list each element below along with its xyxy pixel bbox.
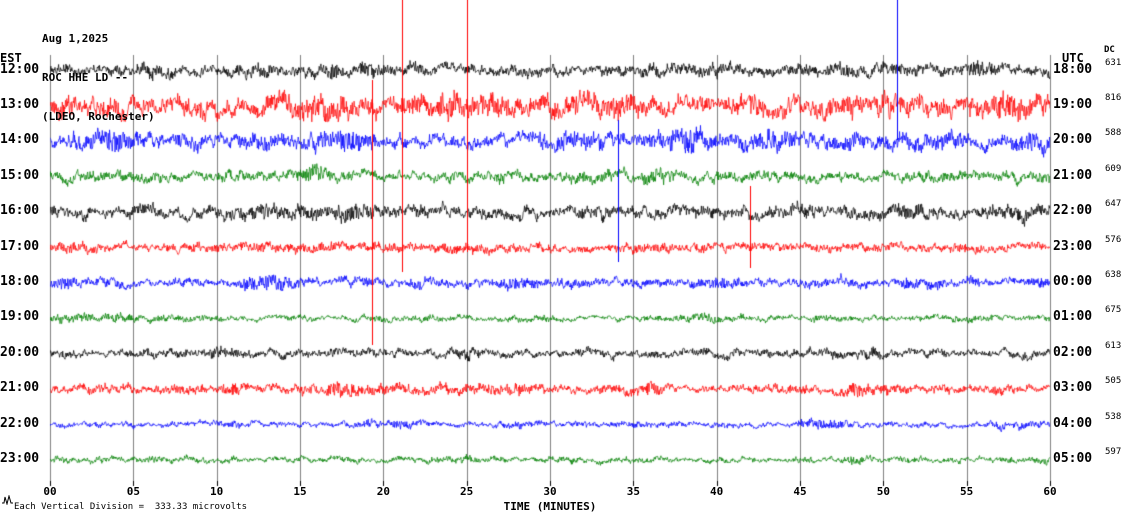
dc-value: 675 xyxy=(1105,305,1122,316)
dc-value: 647 xyxy=(1105,199,1122,210)
x-tick-label: 60 xyxy=(1043,485,1057,498)
x-tick-label: 45 xyxy=(793,485,807,498)
dc-column-title: DC xyxy=(1104,45,1115,55)
x-tick-label: 15 xyxy=(293,485,307,498)
header-date: Aug 1,2025 xyxy=(42,32,109,45)
utc-time-label: 18:00 xyxy=(1053,61,1093,77)
x-tick-label: 55 xyxy=(960,485,974,498)
dc-value: 505 xyxy=(1105,376,1122,387)
dc-value: 631 xyxy=(1105,57,1122,68)
dc-value: 538 xyxy=(1105,411,1122,422)
header-network-location: (LDEO, Rochester) xyxy=(42,110,155,123)
x-tick-label: 30 xyxy=(543,485,557,498)
est-time-label: 15:00 xyxy=(0,167,40,183)
dc-value: 816 xyxy=(1105,92,1122,103)
dc-value: 597 xyxy=(1105,446,1122,457)
x-tick-label: 20 xyxy=(376,485,390,498)
utc-time-label: 19:00 xyxy=(1053,96,1093,112)
dc-value: 588 xyxy=(1105,128,1122,139)
utc-time-label: 20:00 xyxy=(1053,132,1093,148)
utc-time-label: 21:00 xyxy=(1053,167,1093,183)
est-time-label: 21:00 xyxy=(0,380,40,396)
est-time-label: 16:00 xyxy=(0,203,40,219)
est-time-label: 18:00 xyxy=(0,273,40,289)
x-tick-label: 05 xyxy=(126,485,140,498)
header-station-id: ROC HHE LD -- xyxy=(42,71,129,84)
x-tick-label: 40 xyxy=(710,485,724,498)
scale-note: Each Vertical Division = 333.33 microvol… xyxy=(14,502,247,512)
utc-time-label: 00:00 xyxy=(1053,273,1093,289)
dc-value: 609 xyxy=(1105,163,1122,174)
header: Aug 1,2025 ROC HHE LD -- (LDEO, Rocheste… xyxy=(42,6,155,149)
x-tick-label: 50 xyxy=(876,485,890,498)
x-tick-label: 25 xyxy=(460,485,474,498)
est-time-label: 22:00 xyxy=(0,415,40,431)
est-time-label: 13:00 xyxy=(0,96,40,112)
est-time-label: 17:00 xyxy=(0,238,40,254)
utc-time-label: 04:00 xyxy=(1053,415,1093,431)
est-time-label: 19:00 xyxy=(0,309,40,325)
utc-time-label: 02:00 xyxy=(1053,344,1093,360)
left-axis-title: EST xyxy=(0,51,22,65)
x-axis-title: TIME (MINUTES) xyxy=(503,500,597,513)
dc-value: 576 xyxy=(1105,234,1122,245)
utc-time-label: 03:00 xyxy=(1053,380,1093,396)
est-time-label: 14:00 xyxy=(0,132,40,148)
x-tick-label: 10 xyxy=(210,485,224,498)
est-time-label: 23:00 xyxy=(0,450,40,466)
dc-value: 613 xyxy=(1105,340,1122,351)
x-tick-label: 00 xyxy=(43,485,57,498)
utc-time-label: 23:00 xyxy=(1053,238,1093,254)
est-time-label: 20:00 xyxy=(0,344,40,360)
utc-time-label: 22:00 xyxy=(1053,203,1093,219)
est-time-label: 12:00 xyxy=(0,61,40,77)
x-tick-label: 35 xyxy=(626,485,640,498)
dc-value: 638 xyxy=(1105,269,1122,280)
utc-time-label: 01:00 xyxy=(1053,309,1093,325)
seismogram-logo-icon xyxy=(2,495,13,505)
utc-time-label: 05:00 xyxy=(1053,450,1093,466)
right-axis-title: UTC xyxy=(1062,51,1084,65)
